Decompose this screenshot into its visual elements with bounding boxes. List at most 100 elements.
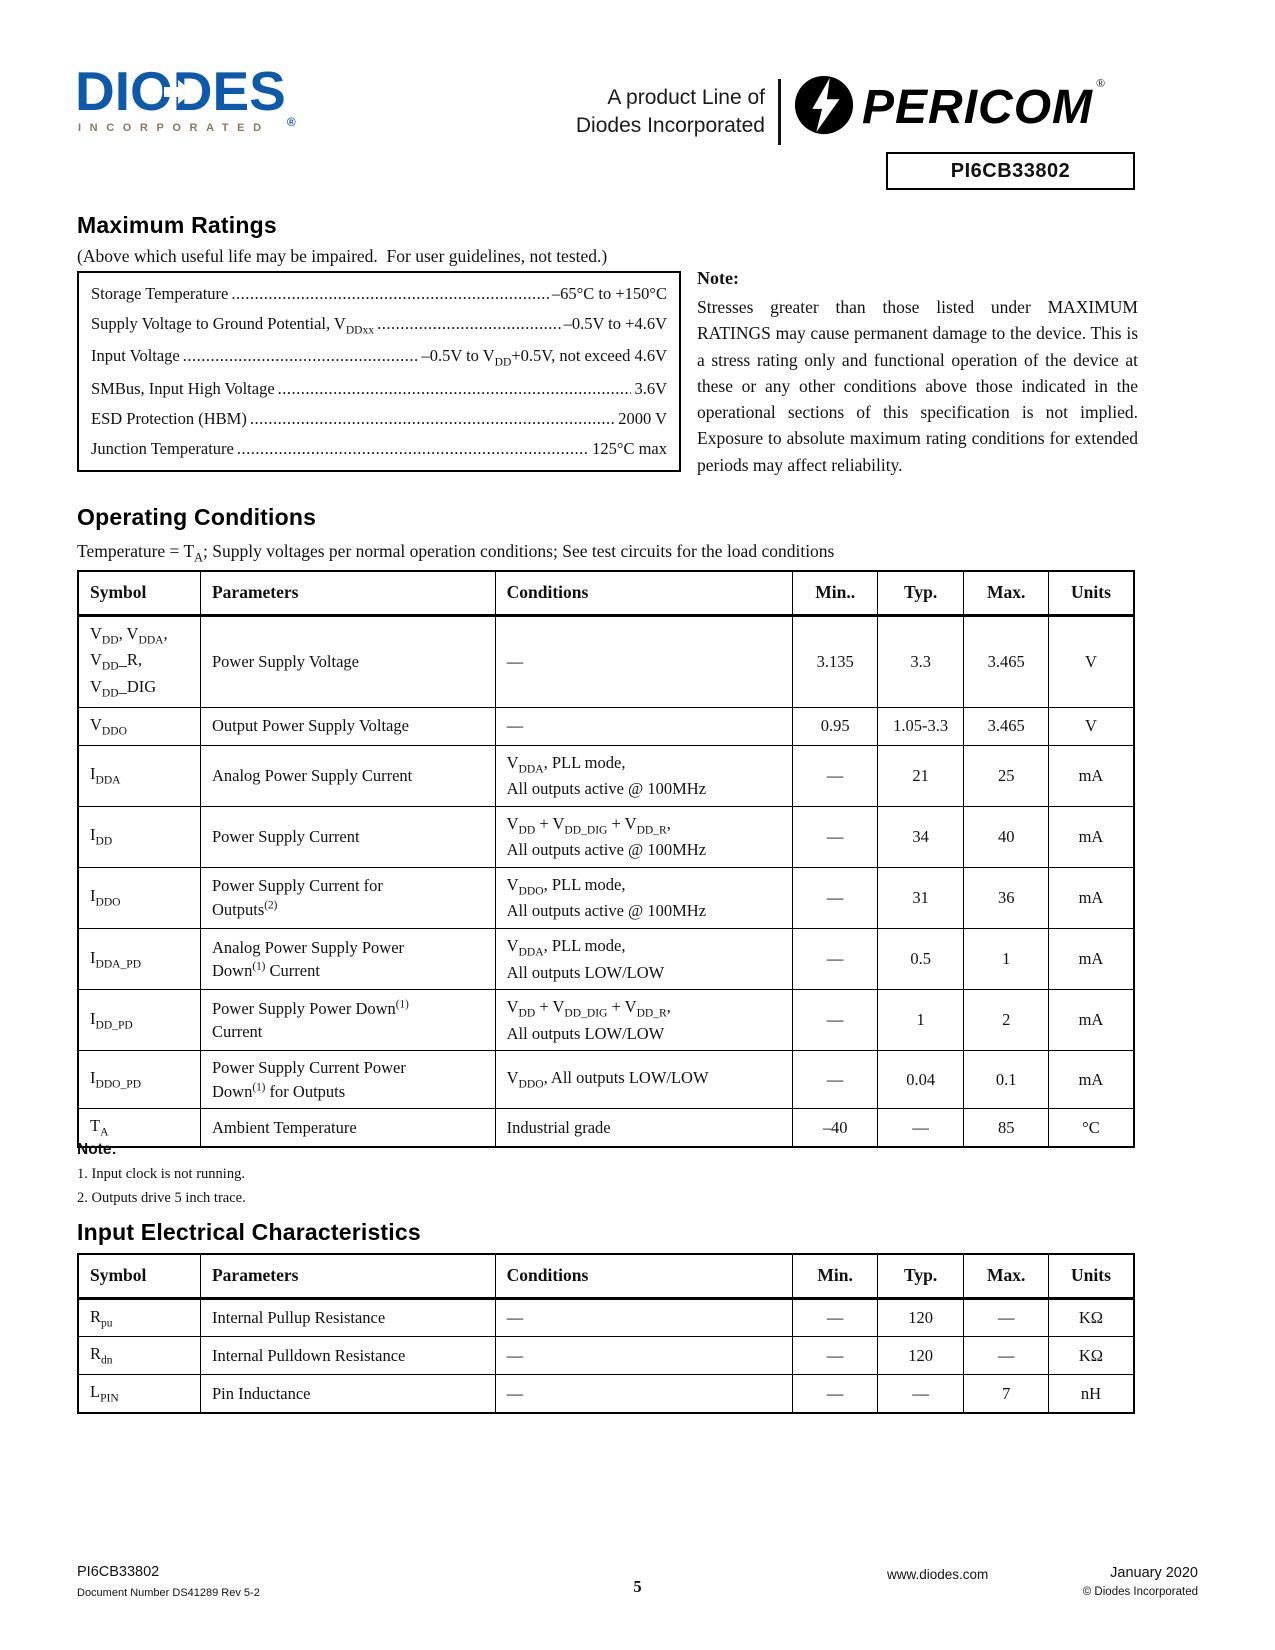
diodes-wordmark-text: DIODES: [75, 60, 286, 122]
rating-row: Supply Voltage to Ground Potential, VDDx…: [91, 314, 667, 336]
max-cell: 25: [963, 744, 1049, 807]
units-cell: mA: [1047, 805, 1135, 868]
symbol-cell: IDD: [77, 805, 201, 868]
max-cell: 36: [963, 866, 1049, 929]
note-lines: 1. Input clock is not running. 2. Outputs…: [77, 1163, 246, 1211]
units-cell: nH: [1047, 1373, 1135, 1414]
table-row: IDDA_PD Analog Power Supply Power Down(1) …: [77, 927, 1135, 991]
units-cell: mA: [1047, 744, 1135, 807]
conditions-cell: VDDO, PLL mode, All outputs active @ 100M…: [494, 866, 794, 929]
rating-label: ESD Protection (HBM): [91, 408, 247, 428]
rating-label: Supply Voltage to Ground Potential, VDDx…: [91, 314, 375, 337]
product-line-1: A product Line of: [607, 86, 765, 109]
dotted-leader: [250, 409, 615, 429]
min-cell: —: [792, 1373, 878, 1414]
units-cell: KΩ: [1047, 1336, 1135, 1375]
max-cell: 85: [963, 1107, 1049, 1148]
min-cell: —: [792, 1336, 878, 1375]
rating-row: Input Voltage –0.5V to VDD+0.5V, not exce…: [91, 346, 667, 368]
operating-conditions-table: Symbol Parameters Conditions Min.. Typ. Max. U…: [77, 570, 1135, 1148]
column-header: Symbol: [77, 570, 201, 617]
footer-website-link[interactable]: www.diodes.com: [887, 1567, 989, 1582]
column-header: Min.: [792, 1253, 878, 1300]
rating-value: 3.6V: [634, 378, 667, 398]
typ-cell: 120: [876, 1297, 965, 1338]
diodes-incorporated-label: INCORPORATED: [78, 122, 270, 134]
symbol-cell: VDD, VDDA, VDD_R, VDD_DIG: [77, 614, 201, 708]
max-cell: 3.465: [963, 614, 1049, 708]
conditions-cell: —: [494, 614, 794, 708]
symbol-cell: IDD_PD: [77, 988, 201, 1052]
dotted-leader: [278, 379, 632, 399]
rating-value: –65°C to +150°C: [551, 284, 667, 304]
rating-row: Junction Temperature 125°C max: [91, 439, 667, 459]
note-line: 2. Outputs drive 5 inch trace.: [77, 1189, 246, 1206]
symbol-cell: LPIN: [77, 1373, 201, 1414]
column-header: Min..: [792, 570, 878, 617]
conditions-cell: VDD + VDD_DIG + VDD_R, All outputs LOW/LO…: [494, 988, 794, 1052]
table-row: VDD, VDDA, VDD_R, VDD_DIG Power Supply Volt…: [77, 614, 1135, 708]
part-number: PI6CB33802: [950, 159, 1071, 182]
rating-value: –0.5V to VDD+0.5V, not exceed 4.6V: [421, 346, 667, 369]
parameters-cell: Internal Pullup Resistance: [199, 1297, 496, 1338]
table-row: Rdn Internal Pulldown Resistance — —120— KΩ: [77, 1336, 1135, 1375]
parameters-cell: Power Supply Voltage: [199, 614, 496, 708]
column-header: Symbol: [77, 1253, 201, 1300]
note-line: 1. Input clock is not running.: [77, 1166, 245, 1182]
units-cell: mA: [1047, 866, 1135, 929]
max-cell: 3.465: [963, 706, 1049, 746]
parameters-cell: Power Supply Power Down(1) Current: [199, 988, 496, 1052]
column-header: Max.: [963, 1253, 1049, 1300]
conditions-cell: —: [494, 1297, 794, 1338]
registered-mark: ®: [1096, 76, 1106, 90]
units-cell: V: [1047, 614, 1135, 708]
symbol-cell: IDDA: [77, 744, 201, 807]
units-cell: °C: [1047, 1107, 1135, 1148]
symbol-cell: Rdn: [77, 1336, 201, 1375]
dotted-leader: [377, 314, 560, 334]
min-cell: —: [792, 744, 878, 807]
table-row: IDDA Analog Power Supply Current VDDA, PLL…: [77, 744, 1135, 807]
symbol-cell: IDDA_PD: [77, 927, 201, 991]
table-header-row: Symbol Parameters Conditions Min.. Typ. Max. U…: [77, 570, 1135, 617]
units-cell: KΩ: [1047, 1297, 1135, 1338]
min-cell: —: [792, 927, 878, 991]
rating-value: 125°C max: [592, 438, 667, 458]
rating-row: Storage Temperature –65°C to +150°C: [91, 284, 667, 304]
conditions-cell: VDDA, PLL mode, All outputs LOW/LOW: [494, 927, 794, 991]
footer-right: January 2020 © Diodes Incorporated: [1083, 1565, 1198, 1598]
parameters-cell: Pin Inductance: [199, 1373, 496, 1414]
min-cell: 3.135: [792, 614, 878, 708]
table-row: IDD Power Supply Current VDD + VDD_DIG + V…: [77, 805, 1135, 868]
max-cell: 7: [963, 1373, 1049, 1414]
input-electrical-title: Input Electrical Characteristics: [77, 1219, 421, 1245]
typ-cell: 34: [876, 805, 965, 868]
product-line-2: Diodes Incorporated: [575, 114, 765, 138]
note-title: Note:: [697, 268, 739, 288]
typ-cell: —: [876, 1107, 965, 1148]
parameters-cell: Analog Power Supply Power Down(1) Current: [199, 927, 496, 991]
units-cell: mA: [1047, 927, 1135, 991]
dotted-leader: [231, 284, 549, 304]
symbol-cell: VDDO: [77, 706, 201, 746]
min-cell: —: [792, 805, 878, 868]
parameters-cell: Output Power Supply Voltage: [199, 706, 496, 746]
column-header: Typ.: [876, 1253, 965, 1300]
max-cell: 40: [963, 805, 1049, 868]
column-header: Typ.: [876, 570, 965, 617]
min-cell: 0.95: [792, 706, 878, 746]
min-cell: –40: [792, 1107, 878, 1148]
footer-part-number: PI6CB33802: [77, 1564, 160, 1580]
footer-date: January 2020: [1110, 1565, 1198, 1581]
rating-label: Junction Temperature: [91, 438, 234, 458]
symbol-cell: IDDO: [77, 866, 201, 929]
maximum-ratings-note: Note: Stresses greater than those listed…: [697, 268, 1138, 478]
typ-cell: 0.04: [876, 1050, 965, 1109]
dotted-leader: [237, 439, 589, 459]
column-header: Conditions: [494, 1253, 794, 1300]
table-row: IDDO_PD Power Supply Current Power Down(1)…: [77, 1050, 1135, 1109]
conditions-cell: —: [494, 1336, 794, 1375]
operating-conditions-subtitle: Temperature = TA; Supply voltages per no…: [77, 541, 835, 565]
maximum-ratings-subtitle: (Above which useful life may be impaired…: [77, 246, 608, 266]
units-cell: mA: [1047, 1050, 1135, 1109]
